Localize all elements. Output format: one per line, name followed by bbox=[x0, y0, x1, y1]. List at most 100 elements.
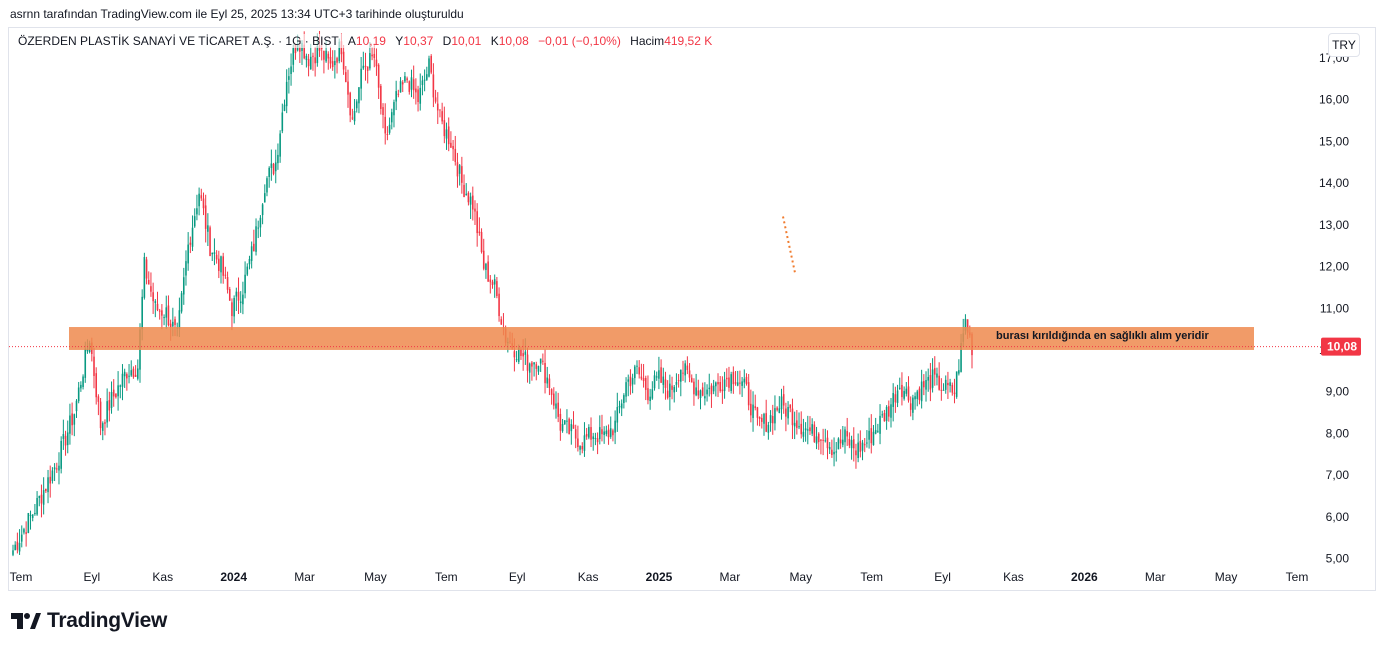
candle-body bbox=[198, 193, 200, 207]
candle-body bbox=[104, 422, 106, 424]
candle-body bbox=[489, 279, 492, 283]
candle-body bbox=[638, 367, 640, 375]
candle-body bbox=[215, 254, 218, 260]
candle-body bbox=[612, 430, 614, 436]
candle-body bbox=[200, 195, 203, 199]
currency-selector[interactable]: TRY bbox=[1328, 33, 1360, 57]
candle-body bbox=[618, 406, 621, 408]
candle-body bbox=[931, 369, 934, 388]
candle-body bbox=[774, 408, 776, 424]
candle-body bbox=[833, 451, 835, 455]
candle-body bbox=[640, 376, 643, 379]
candle-body bbox=[161, 310, 163, 316]
candle-body bbox=[426, 74, 428, 80]
candle-body bbox=[187, 244, 189, 264]
candle-body bbox=[601, 429, 603, 435]
candle-body bbox=[99, 401, 102, 429]
candle-body bbox=[268, 167, 270, 178]
candle-body bbox=[693, 381, 695, 395]
candle-body bbox=[894, 394, 897, 403]
time-axis-tick: Eyl bbox=[934, 570, 951, 584]
candle-body bbox=[461, 166, 463, 183]
candle-body bbox=[570, 424, 573, 432]
candle-body bbox=[688, 370, 691, 378]
candle-body bbox=[152, 292, 154, 302]
time-axis-tick: 2026 bbox=[1071, 570, 1098, 584]
chart-frame[interactable]: 5,006,007,008,009,0010,0011,0012,0013,00… bbox=[8, 27, 1376, 591]
candle-body bbox=[285, 81, 288, 107]
candle-body bbox=[664, 379, 667, 388]
candle-body bbox=[585, 433, 588, 437]
candle-body bbox=[193, 216, 196, 227]
candle-body bbox=[526, 354, 529, 371]
candle-body bbox=[780, 396, 783, 410]
candle-body bbox=[914, 396, 916, 400]
candle-body bbox=[421, 80, 424, 86]
candle-body bbox=[905, 388, 908, 394]
price-axis-tick: 11,00 bbox=[1320, 301, 1349, 315]
candle-body bbox=[804, 428, 807, 431]
open-label: A bbox=[347, 34, 356, 48]
candle-body bbox=[207, 225, 209, 232]
candle-body bbox=[290, 66, 292, 74]
candle-body bbox=[445, 129, 448, 139]
candle-body bbox=[399, 81, 402, 93]
candle-body bbox=[802, 431, 805, 437]
candle-body bbox=[662, 376, 665, 385]
low-label: D bbox=[442, 34, 452, 48]
last-price-label: 10,08 bbox=[1327, 340, 1357, 354]
time-axis-tick: May bbox=[1215, 570, 1238, 584]
candle-body bbox=[12, 550, 14, 555]
candle-body bbox=[373, 53, 376, 59]
symbol-name[interactable]: ÖZERDEN PLASTİK SANAYİ VE TİCARET A.Ş. ·… bbox=[18, 34, 339, 48]
candle-body bbox=[23, 529, 25, 533]
candle-body bbox=[14, 544, 16, 551]
candle-body bbox=[242, 294, 244, 305]
candle-body bbox=[158, 310, 161, 312]
candle-body bbox=[137, 368, 139, 379]
tradingview-logo[interactable]: TradingView bbox=[11, 609, 167, 633]
candle-body bbox=[95, 373, 98, 398]
candle-body bbox=[537, 366, 540, 372]
candle-body bbox=[859, 440, 862, 452]
candle-body bbox=[101, 423, 104, 431]
candle-body bbox=[334, 60, 336, 66]
candle-body bbox=[18, 542, 21, 552]
support-zone bbox=[69, 327, 1254, 350]
candle-body bbox=[513, 351, 516, 358]
candle-body bbox=[546, 377, 549, 384]
candle-body bbox=[936, 373, 938, 378]
candle-body bbox=[839, 439, 842, 444]
candle-body bbox=[960, 342, 962, 372]
candle-body bbox=[239, 301, 242, 304]
candle-body bbox=[870, 428, 873, 444]
candle-body bbox=[669, 383, 671, 397]
candle-body bbox=[515, 359, 518, 361]
candle-body bbox=[517, 347, 520, 362]
candle-body bbox=[647, 388, 649, 401]
price-chart[interactable]: 5,006,007,008,009,0010,0011,0012,0013,00… bbox=[9, 28, 1375, 590]
candle-body bbox=[598, 427, 601, 440]
candle-body bbox=[353, 110, 356, 122]
price-axis-tick: 14,00 bbox=[1319, 176, 1349, 190]
volume-value: 419,52 K bbox=[664, 34, 713, 48]
price-axis-tick: 8,00 bbox=[1326, 426, 1350, 440]
candle-body bbox=[432, 74, 435, 98]
candle-body bbox=[29, 514, 32, 516]
candle-body bbox=[143, 257, 146, 298]
candle-body bbox=[553, 393, 555, 406]
candle-body bbox=[923, 381, 925, 388]
candle-body bbox=[128, 375, 130, 377]
candle-body bbox=[559, 413, 562, 431]
candle-body bbox=[909, 403, 912, 410]
candle-body bbox=[69, 415, 71, 434]
change-value: −0,01 (−0,10%) bbox=[538, 34, 621, 48]
candle-body bbox=[822, 439, 824, 441]
candle-body bbox=[958, 370, 960, 374]
candle-body bbox=[380, 85, 382, 109]
candle-body bbox=[679, 369, 682, 382]
candle-body bbox=[202, 198, 205, 209]
candle-body bbox=[401, 82, 404, 85]
tradingview-wordmark: TradingView bbox=[47, 609, 168, 632]
candle-body bbox=[528, 363, 531, 373]
